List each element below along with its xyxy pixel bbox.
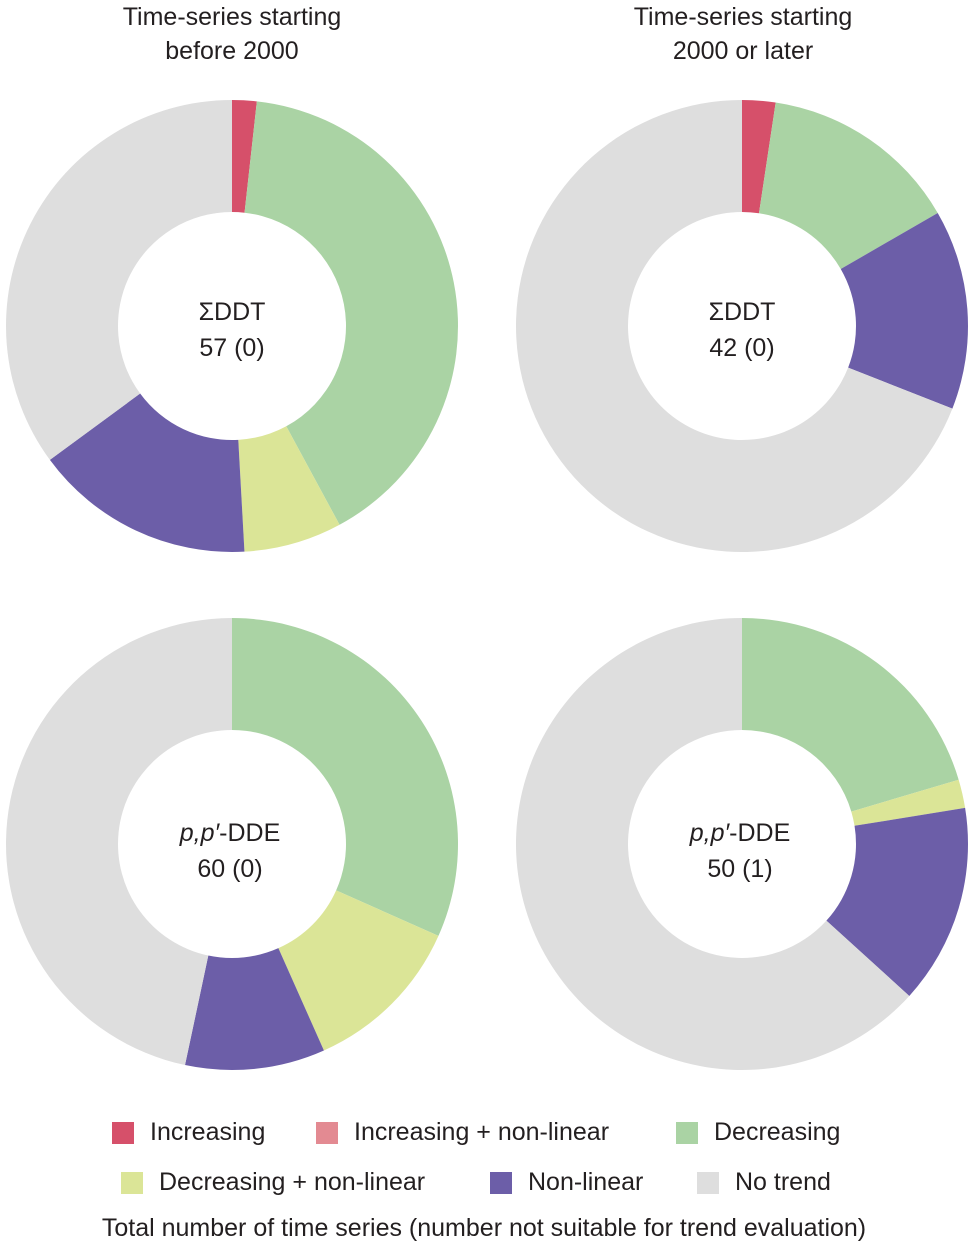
footer-note: Total number of time series (number not … xyxy=(101,1214,867,1242)
legend-swatch xyxy=(490,1171,512,1194)
compound-name: p,p′-DDE xyxy=(689,819,791,847)
legend-swatch xyxy=(316,1121,338,1144)
legend: Increasing Increasing + non-linear Decre… xyxy=(0,1110,968,1210)
donut-slice-decreasing-nonlinear xyxy=(238,426,340,552)
legend-item-decreasing: Decreasing xyxy=(676,1118,840,1147)
column-title-line2: 2000 or later xyxy=(672,37,814,65)
column-title-line1: Time-series starting xyxy=(633,3,853,31)
donut-slice-decreasing-nonlinear xyxy=(278,890,439,1051)
series-count: 60 (0) xyxy=(197,855,263,883)
donut-chart-ppdde-before-2000 xyxy=(5,618,458,1070)
column-title-line2: before 2000 xyxy=(165,37,299,65)
donut-center-label: ΣDDT 42 (0) xyxy=(642,294,842,366)
column-title-before-2000: Time-series starting before 2000 xyxy=(67,0,397,68)
compound-name: p,p′-DDE xyxy=(179,819,281,847)
legend-item-increasing-nonlinear: Increasing + non-linear xyxy=(316,1118,609,1147)
compound-name: ΣDDT xyxy=(198,298,266,326)
series-count: 57 (0) xyxy=(199,334,265,362)
donut-slice-decreasing xyxy=(244,101,459,525)
legend-item-decreasing-nonlinear: Decreasing + non-linear xyxy=(121,1168,425,1197)
donut-center-label: ΣDDT 57 (0) xyxy=(132,294,332,366)
legend-label: No trend xyxy=(735,1168,831,1196)
column-title-line1: Time-series starting xyxy=(122,3,342,31)
legend-swatch xyxy=(697,1171,719,1194)
donut-slice-nonlinear xyxy=(185,948,324,1070)
donut-slice-nonlinear xyxy=(49,393,245,552)
donut-chart-sumddt-2000-or-later xyxy=(516,100,968,552)
donut-chart-sumddt-before-2000 xyxy=(6,100,459,552)
donut-slice-increasing xyxy=(742,100,776,214)
donut-slice-nonlinear xyxy=(826,807,968,996)
legend-item-increasing: Increasing xyxy=(112,1118,265,1147)
donut-slice-decreasing xyxy=(742,618,959,812)
donut-slice-no-trend xyxy=(516,100,953,552)
legend-swatch xyxy=(112,1121,134,1144)
donut-center-label: p,p′-DDE 60 (0) xyxy=(130,815,330,887)
donut-slice-decreasing-nonlinear xyxy=(851,779,966,826)
donut-slice-decreasing xyxy=(232,618,458,936)
donut-chart-ppdde-2000-or-later xyxy=(516,618,968,1070)
series-count: 42 (0) xyxy=(709,334,775,362)
legend-swatch xyxy=(676,1121,698,1144)
legend-item-nonlinear: Non-linear xyxy=(490,1168,643,1197)
legend-label: Decreasing + non-linear xyxy=(159,1168,426,1196)
series-count: 50 (1) xyxy=(707,855,773,883)
donut-slice-no-trend xyxy=(5,618,232,1066)
legend-swatch xyxy=(121,1171,143,1194)
donut-center-label: p,p′-DDE 50 (1) xyxy=(640,815,840,887)
legend-label: Decreasing xyxy=(714,1118,841,1146)
column-title-2000-or-later: Time-series starting 2000 or later xyxy=(578,0,908,68)
legend-label: Increasing xyxy=(150,1118,266,1146)
donut-slice-decreasing xyxy=(758,102,938,269)
compound-name: ΣDDT xyxy=(708,298,776,326)
legend-item-no-trend: No trend xyxy=(697,1168,831,1197)
legend-label: Increasing + non-linear xyxy=(354,1118,610,1146)
donut-slice-no-trend xyxy=(6,100,232,460)
donut-slice-nonlinear xyxy=(840,213,968,409)
donut-slice-no-trend xyxy=(516,618,910,1070)
legend-label: Non-linear xyxy=(528,1168,644,1196)
donut-slice-increasing xyxy=(232,100,257,213)
